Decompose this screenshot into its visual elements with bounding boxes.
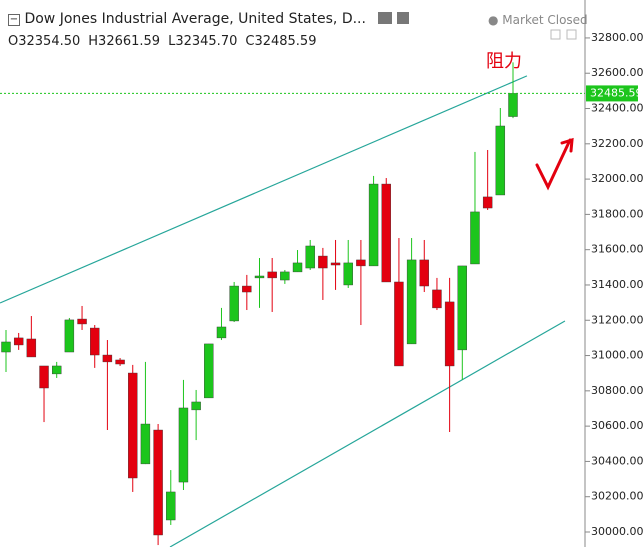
annotation: 阻力: [486, 51, 522, 72]
candle-body: [381, 183, 391, 283]
candle-body: [432, 289, 442, 309]
candle-body: [394, 281, 404, 367]
ohlc-item: C32485.59: [245, 34, 316, 49]
y-tick-label: 30000.00: [591, 525, 644, 538]
candle-body: [343, 262, 353, 286]
icon: [566, 29, 577, 40]
status-text: Market Closed: [502, 13, 588, 27]
y-tick-label: 31000.00: [591, 349, 644, 362]
candle-body: [292, 262, 303, 273]
candle-body: [495, 125, 506, 196]
candle-body: [64, 319, 75, 353]
ohlc-value: 32661.59: [98, 34, 161, 49]
candle-body: [444, 301, 455, 367]
candle-body: [330, 262, 341, 266]
trendline: [169, 320, 566, 547]
candle-body: [482, 196, 493, 209]
market-status: ● Market Closed: [488, 13, 588, 27]
y-tick-label: 32600.00: [591, 66, 644, 79]
candle-body: [242, 285, 252, 293]
candle-body: [280, 271, 290, 281]
candle-body: [267, 271, 277, 279]
y-tick-label: 30200.00: [591, 490, 644, 503]
candle-body: [166, 491, 176, 521]
trendline: [0, 75, 528, 304]
ohlc-key: H: [88, 34, 99, 49]
candle-body: [153, 429, 163, 536]
candle-body: [254, 275, 265, 279]
candle-body: [178, 407, 189, 483]
candle-body: [102, 354, 113, 363]
y-tick-label: 32200.00: [591, 137, 644, 150]
ohlc-key: C: [245, 34, 255, 49]
header-line: − Dow Jones Industrial Average, United S…: [8, 11, 409, 27]
candle-body: [26, 338, 37, 358]
candle-body: [470, 211, 480, 265]
y-tick-label: 32400.00: [591, 102, 644, 115]
candle-body: [216, 326, 227, 339]
candle-body: [457, 265, 467, 351]
candle-body: [77, 318, 87, 325]
last-price-label: 32485.59: [590, 86, 643, 99]
ohlc-item: H32661.59: [88, 34, 160, 49]
candle-body: [305, 245, 315, 269]
candle-body: [406, 259, 417, 345]
candle-body: [140, 423, 151, 465]
ohlc-value: 32485.59: [254, 34, 317, 49]
y-tick-label: 32800.00: [591, 31, 644, 44]
drawn-arrow: [535, 137, 574, 191]
y-tick-label: 32000.00: [591, 172, 644, 185]
candle-body: [229, 285, 239, 322]
candle-body: [52, 365, 62, 375]
last-price-tag: [586, 85, 638, 102]
y-tick-label: 31800.00: [591, 207, 644, 220]
settings-icon[interactable]: [396, 12, 409, 24]
candle-body: [204, 343, 214, 399]
candle-body: [128, 372, 138, 479]
ohlc-key: L: [168, 34, 176, 49]
candle-body: [318, 255, 328, 269]
candle-body: [39, 365, 49, 389]
candle-body: [13, 337, 24, 346]
ohlc-key: O: [8, 34, 19, 49]
candle-body: [115, 359, 125, 365]
collapse-icon[interactable]: −: [8, 14, 20, 26]
candle-body: [508, 93, 518, 117]
ohlc-item: O32354.50: [8, 34, 80, 49]
candle-body: [356, 259, 366, 267]
ohlc-line: O32354.50 H32661.59 L32345.70 C32485.59: [8, 34, 324, 49]
candle-body: [419, 259, 429, 287]
y-tick-label: 31600.00: [591, 243, 644, 256]
y-tick-label: 31400.00: [591, 278, 644, 291]
y-tick-label: 30600.00: [591, 419, 644, 432]
ohlc-value: 32354.50: [18, 34, 81, 49]
ohlc-value: 32345.70: [175, 34, 238, 49]
y-tick-label: 30800.00: [591, 384, 644, 397]
candle-body: [1, 341, 11, 353]
eye-icon[interactable]: [378, 12, 393, 24]
candle-body: [368, 183, 379, 267]
instrument-title: Dow Jones Industrial Average, United Sta…: [24, 11, 366, 27]
candle-body: [90, 327, 100, 356]
y-tick-label: 30400.00: [591, 454, 644, 467]
candle-body: [191, 401, 201, 411]
icon: [550, 29, 561, 40]
ohlc-item: L32345.70: [168, 34, 237, 49]
y-tick-label: 31200.00: [591, 313, 644, 326]
